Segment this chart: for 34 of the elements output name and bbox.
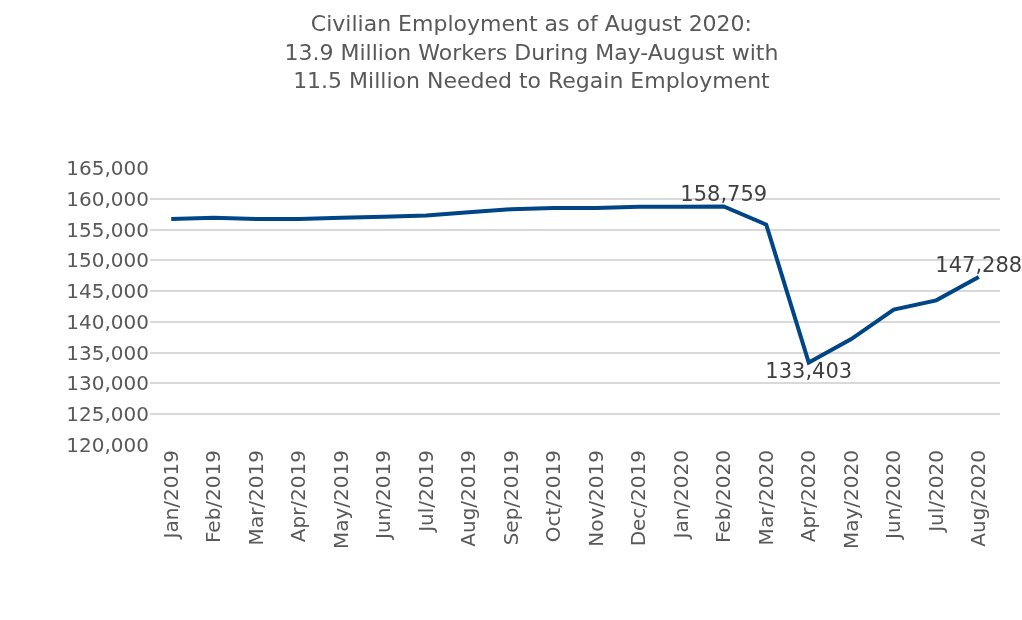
- data-label: 133,403: [765, 359, 853, 384]
- x-tick-label: Oct/2019: [541, 450, 566, 543]
- x-tick-label: Jul/2019: [413, 450, 438, 534]
- x-tick-label: May/2019: [328, 450, 353, 549]
- y-tick-label: 135,000: [66, 340, 149, 365]
- y-tick-label: 160,000: [66, 186, 149, 211]
- y-tick-label: 150,000: [66, 248, 149, 273]
- x-tick-label: Apr/2020: [796, 450, 821, 543]
- y-tick-label: 120,000: [66, 433, 149, 457]
- x-tick-label: Jun/2020: [881, 450, 906, 541]
- y-tick-label: 140,000: [66, 309, 149, 334]
- y-tick-label: 155,000: [66, 217, 149, 242]
- x-tick-label: Feb/2020: [711, 450, 736, 544]
- x-tick-label: Aug/2019: [456, 450, 481, 547]
- x-tick-label: Apr/2019: [286, 450, 311, 543]
- x-tick-label: Aug/2020: [966, 450, 991, 547]
- x-tick-label: Jun/2019: [371, 450, 396, 541]
- y-tick-label: 125,000: [66, 402, 149, 427]
- data-label: 158,759: [680, 182, 768, 207]
- x-tick-label: Nov/2019: [583, 450, 608, 547]
- x-tick-label: Mar/2020: [753, 450, 778, 546]
- y-tick-label: 130,000: [66, 371, 149, 396]
- x-tick-label: Jan/2020: [668, 450, 693, 541]
- y-tick-label: 145,000: [66, 279, 149, 304]
- chart-title: Civilian Employment as of August 2020: 13.9 Million Workers During May-August with 11.5 Million Needed to Regain Employment: [284, 11, 779, 94]
- x-tick-label: May/2020: [838, 450, 863, 549]
- x-tick-label: Sep/2019: [498, 450, 523, 546]
- x-tick-label: Mar/2019: [243, 450, 268, 546]
- x-tick-label: Feb/2019: [201, 450, 226, 544]
- x-tick-label: Jan/2019: [158, 450, 183, 541]
- y-tick-label: 165,000: [66, 156, 149, 180]
- x-tick-label: Dec/2019: [626, 450, 651, 547]
- x-tick-label: Jul/2020: [923, 450, 948, 534]
- data-label: 147,288: [935, 252, 1022, 277]
